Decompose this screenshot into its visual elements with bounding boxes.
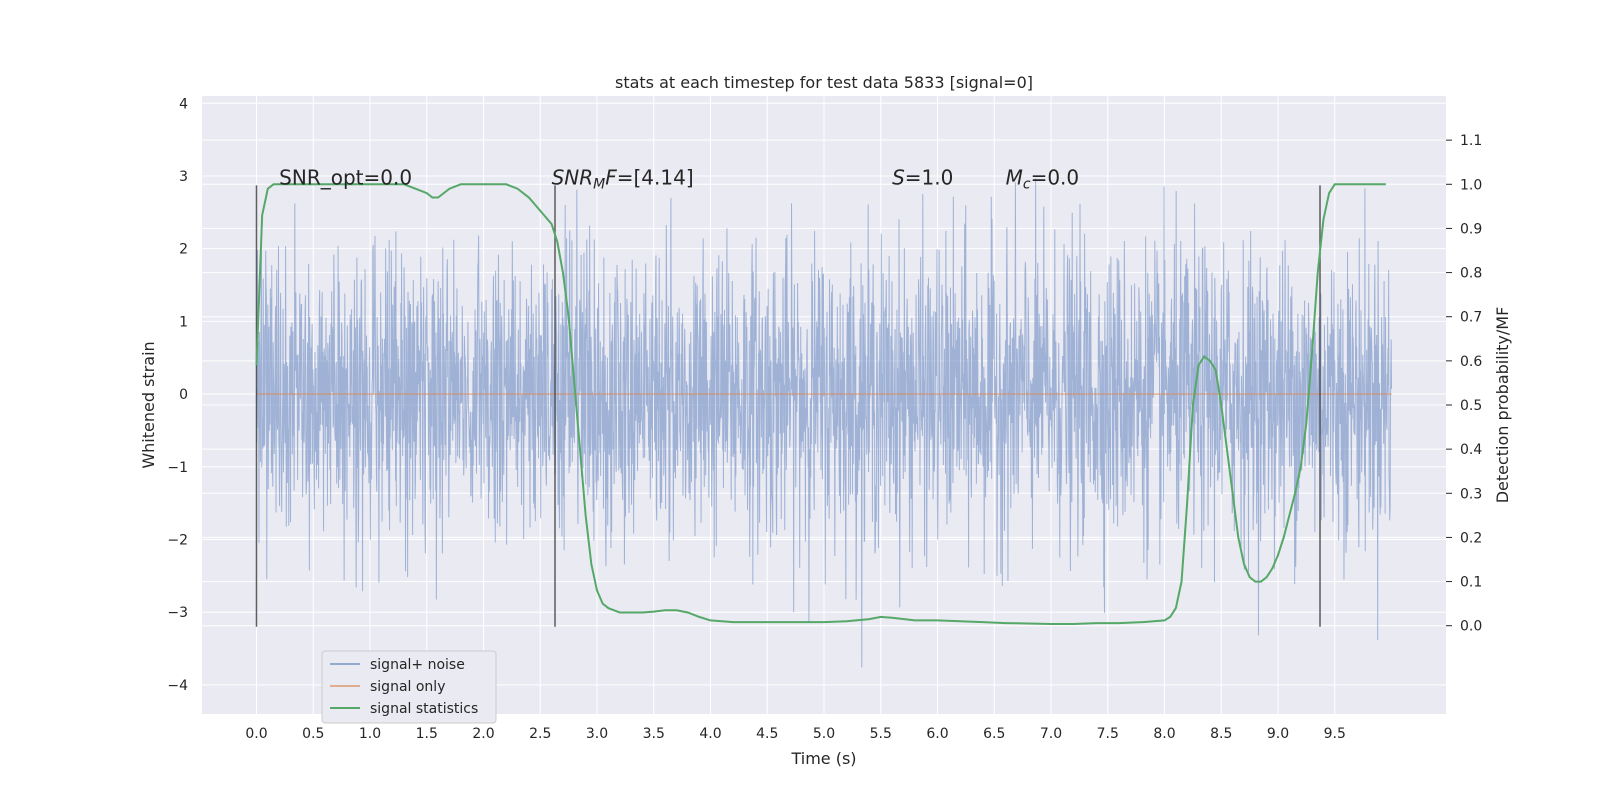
- y2-tick-label: 0.9: [1460, 221, 1482, 237]
- y2-ticks: 1.1 1.0 0.9 0.8 0.7 0.6 0.5 0.4 0.3 0.2 0.1 0.0: [1446, 133, 1482, 635]
- x-tick-label: 9.5: [1324, 726, 1346, 742]
- x-tick-label: 5.5: [870, 726, 892, 742]
- y2-tick-label: 0.2: [1460, 530, 1482, 546]
- y2-tick-label: 0.6: [1460, 354, 1482, 370]
- annotation-s: S=1.0: [892, 166, 953, 190]
- x-axis-label: Time (s): [790, 749, 856, 768]
- y-tick-label: 3: [179, 169, 188, 185]
- x-tick-label: 0.5: [302, 726, 324, 742]
- y-ticks: 4 3 2 1 0 −1 −2 −3 −4: [167, 96, 188, 694]
- x-tick-label: 5.0: [813, 726, 835, 742]
- y2-tick-label: 0.8: [1460, 266, 1482, 282]
- legend: signal+ noise signal only signal statist…: [321, 650, 497, 724]
- y2-tick-label: 0.0: [1460, 619, 1482, 635]
- x-tick-label: 3.0: [586, 726, 608, 742]
- signal-noise-line: [255, 178, 1393, 668]
- y2-tick-label: 0.3: [1460, 486, 1482, 502]
- y2-tick-label: 1.1: [1460, 133, 1482, 149]
- x-tick-label: 2.5: [529, 726, 551, 742]
- annotation-mc: Mc=0.0: [1006, 166, 1080, 193]
- y2-tick-label: 0.1: [1460, 575, 1482, 591]
- y-tick-label: 2: [179, 242, 188, 258]
- y2-tick-label: 0.5: [1460, 398, 1482, 414]
- x-tick-label: 8.5: [1210, 726, 1232, 742]
- x-tick-label: 2.0: [472, 726, 494, 742]
- legend-label-signal-statistics: signal statistics: [370, 701, 478, 717]
- annotation-snr-opt: SNR_opt=0.0: [279, 166, 412, 190]
- legend-box: [321, 650, 497, 724]
- y2-tick-label: 1.0: [1460, 177, 1482, 193]
- x-tick-label: 9.0: [1267, 726, 1289, 742]
- y-tick-label: 4: [179, 96, 188, 112]
- x-tick-label: 4.5: [756, 726, 778, 742]
- y2-tick-label: 0.4: [1460, 442, 1482, 458]
- y-tick-label: 0: [179, 387, 188, 403]
- series-signal-statistics: [255, 183, 1386, 625]
- y-tick-label: 1: [179, 314, 188, 330]
- chart-title: stats at each timestep for test data 583…: [615, 73, 1033, 92]
- y-tick-label: −3: [167, 605, 188, 621]
- x-tick-label: 7.0: [1040, 726, 1062, 742]
- annotation-snr: SNRMF=[4.14]: [552, 166, 694, 193]
- legend-label-signal-noise: signal+ noise: [370, 657, 465, 673]
- y2-tick-label: 0.7: [1460, 310, 1482, 326]
- x-tick-label: 0.0: [245, 726, 267, 742]
- y2-axis-label: Detection probability/MF: [1493, 307, 1512, 504]
- legend-label-signal-only: signal only: [370, 679, 445, 695]
- signal-statistics-line: [255, 183, 1386, 625]
- annotations: SNR_opt=0.0 SNRMF=[4.14] S=1.0 Mc=0.0: [279, 166, 1079, 193]
- y-tick-label: −1: [167, 460, 188, 476]
- y-axis-label: Whitened strain: [139, 341, 158, 468]
- x-tick-label: 4.0: [699, 726, 721, 742]
- x-tick-label: 3.5: [643, 726, 665, 742]
- x-tick-label: 8.0: [1153, 726, 1175, 742]
- series-signal-noise: [255, 178, 1393, 668]
- x-tick-label: 1.0: [359, 726, 381, 742]
- x-tick-label: 1.5: [416, 726, 438, 742]
- x-tick-label: 6.5: [983, 726, 1005, 742]
- x-tick-label: 6.0: [926, 726, 948, 742]
- y-tick-label: −2: [167, 533, 188, 549]
- y-tick-label: −4: [167, 678, 188, 694]
- x-tick-label: 7.5: [1097, 726, 1119, 742]
- x-ticks: 0.0 0.5 1.0 1.5 2.0 2.5 3.0 3.5 4.0 4.5 5.0 5.5 6.0 6…: [245, 726, 1346, 742]
